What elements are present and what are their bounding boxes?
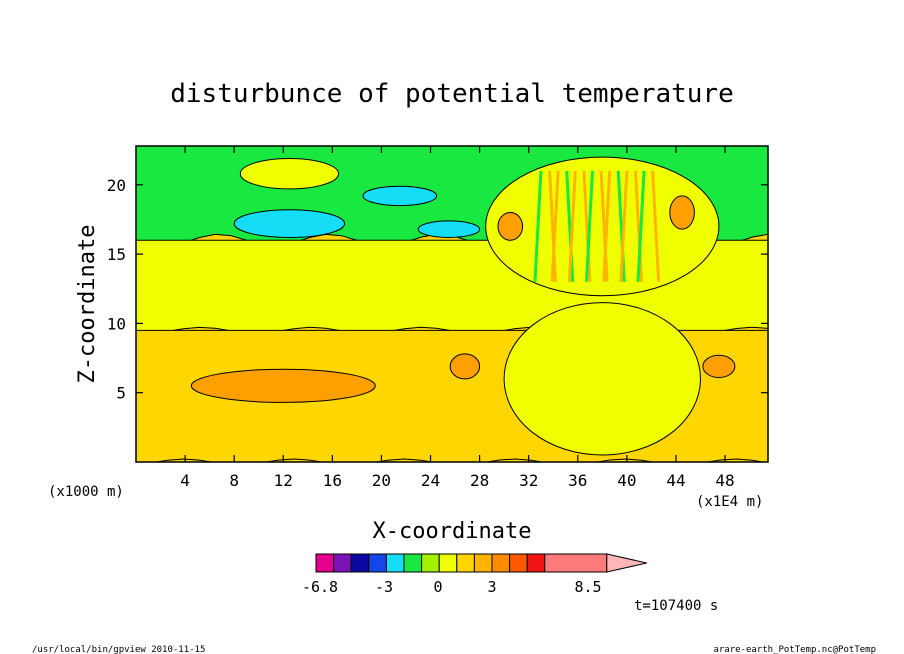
x-tick-label: 28 xyxy=(470,471,489,490)
colorbar xyxy=(315,553,647,573)
x-axis: 4 8 12 16 20 24 28 32 36 40 44 48 xyxy=(180,146,735,490)
colorbar-swatch xyxy=(438,553,458,573)
time-annotation: t=107400 s xyxy=(634,598,718,614)
colorbar-swatch xyxy=(385,553,405,573)
contour-blob-9 xyxy=(497,212,524,241)
colorbar-swatch xyxy=(403,553,423,573)
colorbar-swatch xyxy=(491,553,511,573)
x-tick-label: 36 xyxy=(568,471,587,490)
x-unit-left: (x1000 m) xyxy=(48,484,124,500)
x-tick-label: 44 xyxy=(666,471,685,490)
colorbar-tick-label: 3 xyxy=(487,578,496,596)
x-tick-label: 20 xyxy=(372,471,391,490)
contour-blob-0 xyxy=(239,158,339,190)
colorbar-tick-label: 8.5 xyxy=(574,578,601,596)
colorbar-swatch xyxy=(350,553,370,573)
x-tick-label: 16 xyxy=(323,471,342,490)
x-unit-right: (x1E4 m) xyxy=(696,494,763,510)
colorbar-swatch xyxy=(544,553,608,573)
colorbar-tick-label: 0 xyxy=(433,578,442,596)
plot-frame xyxy=(135,145,769,463)
x-tick-label: 8 xyxy=(229,471,239,490)
colorbar-swatch xyxy=(456,553,475,573)
wave-streak-4 xyxy=(567,170,577,282)
colorbar-ticks: -6.8 -3 0 3 8.5 xyxy=(302,578,602,596)
contour-blob-8 xyxy=(485,156,720,297)
colorbar-arrow xyxy=(606,553,647,573)
colorbar-swatch xyxy=(333,553,352,573)
x-tick-label: 4 xyxy=(180,471,190,490)
wave-streak-0 xyxy=(533,170,543,282)
colorbar-swatch xyxy=(315,553,335,573)
colorbar-tick-label: -3 xyxy=(375,578,393,596)
x-tick-label: 24 xyxy=(421,471,440,490)
contour-blob-6 xyxy=(417,220,481,238)
y-tick-label: 10 xyxy=(107,314,126,333)
y-axis: 5 10 15 20 xyxy=(107,176,768,403)
chart-title: disturbunce of potential temperature xyxy=(170,79,734,109)
contour-blob-5 xyxy=(362,185,438,207)
wave-streak-13 xyxy=(651,170,661,282)
colorbar-tick-label: -6.8 xyxy=(302,578,338,596)
footer-right: arare-earth_PotTemp.nc@PotTemp xyxy=(713,645,876,654)
contour-blob-1 xyxy=(233,209,346,239)
contour-field xyxy=(136,146,768,462)
colorbar-swatch xyxy=(368,553,387,573)
contour-blob-7 xyxy=(503,302,701,456)
y-axis-title: Z-coordinate xyxy=(75,225,100,384)
colorbar-swatch xyxy=(509,553,528,573)
x-axis-title: X-coordinate xyxy=(373,519,532,544)
y-tick-label: 5 xyxy=(116,384,126,403)
contour-blob-10 xyxy=(669,195,695,230)
wave-streak-10 xyxy=(619,170,629,282)
x-tick-label: 32 xyxy=(519,471,538,490)
wave-streak-12 xyxy=(636,170,646,282)
wave-streak-8 xyxy=(602,170,612,282)
y-tick-label: 20 xyxy=(107,176,126,195)
x-tick-label: 40 xyxy=(617,471,636,490)
colorbar-swatch xyxy=(421,553,440,573)
x-tick-label: 48 xyxy=(715,471,734,490)
contour-blob-4 xyxy=(702,354,736,378)
footer-left: /usr/local/bin/gpview 2010-11-15 xyxy=(32,645,205,654)
colorbar-swatch xyxy=(526,553,546,573)
contour-blob-2 xyxy=(190,368,376,403)
x-tick-label: 12 xyxy=(274,471,293,490)
wave-streak-6 xyxy=(585,170,595,282)
wave-streak-2 xyxy=(550,170,560,282)
colorbar-swatch xyxy=(473,553,493,573)
contour-blob-3 xyxy=(449,353,481,380)
y-tick-label: 15 xyxy=(107,245,126,264)
